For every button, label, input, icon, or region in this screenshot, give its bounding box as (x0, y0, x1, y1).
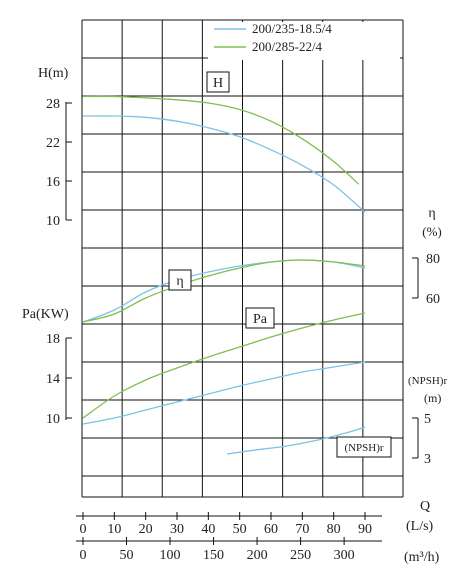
npsh-tick-label: 5 (424, 412, 431, 427)
power-tick-label: 14 (46, 372, 60, 387)
flow-m3h-tick-label: 50 (120, 548, 134, 563)
efficiency-curve-label-box (168, 269, 192, 291)
legend-entry: 200/285-22/4 (252, 39, 323, 54)
efficiency-tick-label: 60 (426, 292, 440, 307)
head-axis-label: H(m) (38, 66, 69, 81)
efficiency-tick-label: 80 (426, 252, 440, 267)
efficiency-axis-unit: (%) (422, 224, 442, 239)
head-tick-label: 10 (46, 214, 60, 229)
npsh-axis-label: (NPSH)r (408, 375, 447, 387)
flow-ls-tick-label: 70 (295, 522, 309, 537)
flow-ls-tick-label: 90 (358, 522, 372, 537)
flow-m3h-tick-label: 0 (80, 548, 87, 563)
legend-entry: 200/235-18.5/4 (252, 21, 332, 36)
flow-ls-tick-label: 10 (107, 522, 121, 537)
flow-m3h-tick-label: 250 (290, 548, 311, 563)
power-tick-label: 10 (46, 412, 60, 427)
flow-m3h-axis-label: (m³/h) (404, 550, 440, 565)
flow-ls-tick-label: 60 (264, 522, 278, 537)
flow-ls-tick-label: 20 (139, 522, 153, 537)
power-curve-series (82, 312, 366, 419)
power-tick-label: 18 (46, 332, 60, 347)
npsh-axis-unit: (m) (424, 391, 441, 405)
head-tick-label: 16 (46, 175, 60, 190)
flow-ls-axis-label: (L/s) (406, 519, 434, 534)
flow-ls-tick-label: 50 (233, 522, 247, 537)
head-curve-label-box (206, 71, 230, 93)
flow-ls-tick-label: 0 (80, 522, 87, 537)
flow-m3h-tick-label: 150 (203, 548, 224, 563)
flow-ls-tick-label: 30 (170, 522, 184, 537)
npsh-curve-label-box (336, 436, 392, 458)
flow-ls-tick-label: 40 (201, 522, 215, 537)
flow-m3h-tick-label: 100 (160, 548, 181, 563)
grid (81, 19, 404, 498)
power-curve-series (82, 361, 366, 425)
efficiency-curve-series (82, 259, 366, 323)
power-curve-label-box (245, 307, 275, 329)
legend: 200/235-18.5/4 200/285-22/4 (208, 21, 400, 60)
head-curve-series (82, 115, 366, 213)
head-curve-series (82, 95, 360, 185)
npsh-tick-label: 3 (424, 452, 431, 467)
efficiency-axis-label: η (428, 206, 435, 221)
flow-ls-tick-label: 80 (327, 522, 341, 537)
npsh-curve-series (227, 426, 366, 455)
efficiency-curve-label: η (176, 274, 183, 289)
flow-m3h-tick-label: 200 (247, 548, 268, 563)
head-curve-label: H (213, 76, 223, 91)
power-axis-label: Pa(KW) (22, 307, 69, 322)
head-tick-label: 22 (46, 136, 60, 151)
flow-axis-q-label: Q (420, 499, 430, 514)
flow-m3h-tick-label: 300 (334, 548, 355, 563)
power-curve-label: Pa (253, 312, 268, 327)
head-tick-label: 28 (46, 97, 60, 112)
npsh-curve-label: (NPSH)r (344, 442, 383, 454)
